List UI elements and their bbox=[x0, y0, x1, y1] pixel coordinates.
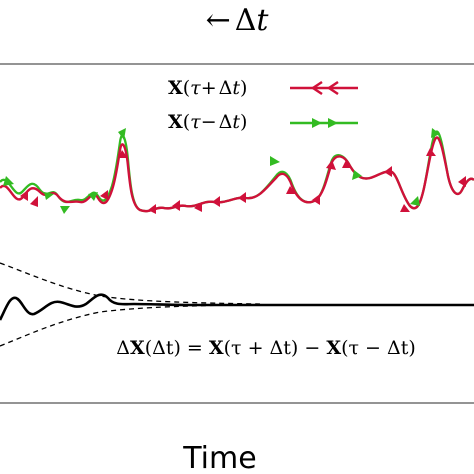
difference-equation: ΔX(Δt) = X(τ + Δt) − X(τ − Δt) bbox=[116, 337, 416, 359]
legend-forward-sign: + bbox=[201, 77, 217, 99]
left-arrow-glyph: ← bbox=[206, 3, 231, 38]
red-arrowhead bbox=[400, 204, 410, 212]
eq-term1-bold: X bbox=[209, 337, 224, 359]
green-arrowhead bbox=[352, 170, 362, 180]
backward-arrowheads bbox=[3, 128, 440, 214]
red-arrowhead bbox=[384, 166, 392, 177]
red-arrowhead bbox=[20, 190, 28, 201]
red-arrowhead bbox=[312, 194, 320, 205]
red-arrowhead bbox=[326, 160, 336, 170]
eq-term2-bold: X bbox=[326, 337, 341, 359]
red-arrowhead bbox=[100, 190, 108, 200]
red-arrowhead bbox=[238, 192, 246, 203]
legend-backward-open: ( bbox=[183, 111, 190, 133]
legend-forward-bold: X bbox=[168, 77, 183, 99]
legend-forward-arrow-2 bbox=[326, 80, 339, 96]
legend-backward-close: ) bbox=[240, 111, 247, 133]
red-arrowhead bbox=[342, 160, 352, 168]
legend-backward-arrow-1 bbox=[312, 118, 322, 128]
red-arrowhead bbox=[118, 150, 128, 158]
legend-backward-delta: Δ bbox=[219, 111, 233, 133]
red-arrowhead bbox=[194, 202, 202, 212]
legend-backward-sign: − bbox=[201, 111, 217, 133]
eq-term2-args: (τ − Δt) bbox=[341, 337, 416, 359]
green-arrowhead bbox=[118, 128, 126, 140]
eq-term1-args: (τ + Δt) − bbox=[224, 337, 327, 359]
legend: X(τ+ Δt) X(τ− Δt) bbox=[168, 77, 358, 133]
envelope-upper-dashed bbox=[0, 262, 261, 305]
legend-backward-arrow-2 bbox=[328, 118, 338, 128]
red-arrowhead bbox=[426, 148, 436, 156]
green-arrowhead bbox=[410, 196, 420, 206]
red-arrowhead bbox=[286, 186, 296, 194]
green-arrowhead bbox=[431, 128, 440, 138]
legend-forward-tau: τ bbox=[190, 77, 201, 99]
legend-backward-var: t bbox=[232, 111, 240, 133]
legend-forward-delta: Δ bbox=[219, 77, 233, 99]
green-arrowhead bbox=[60, 206, 70, 214]
green-arrowhead bbox=[3, 176, 14, 186]
lag-var: t bbox=[256, 3, 269, 38]
red-arrowhead bbox=[212, 196, 220, 207]
forward-arrowheads bbox=[20, 148, 466, 214]
legend-backward-bold: X bbox=[168, 111, 183, 133]
legend-forward-label: X(τ+ Δt) bbox=[168, 77, 247, 99]
eq-lhs-delta: Δ bbox=[116, 337, 130, 359]
legend-backward-tau: τ bbox=[190, 111, 201, 133]
red-arrowhead bbox=[172, 200, 180, 211]
time-series-plot bbox=[0, 128, 474, 214]
lag-direction-label: ← Δt bbox=[206, 3, 270, 38]
eq-lhs-bold: X bbox=[130, 337, 145, 359]
legend-forward-var: t bbox=[232, 77, 240, 99]
legend-backward-label: X(τ− Δt) bbox=[168, 111, 247, 133]
difference-trace bbox=[0, 293, 474, 321]
legend-forward-open: ( bbox=[183, 77, 190, 99]
legend-forward-arrow-1 bbox=[310, 80, 323, 96]
eq-lhs-args: (Δt) = bbox=[145, 337, 209, 359]
red-arrowhead bbox=[458, 176, 466, 187]
red-arrowhead bbox=[148, 204, 156, 214]
red-arrowhead bbox=[30, 196, 38, 207]
green-arrowhead bbox=[44, 192, 54, 200]
green-arrowhead bbox=[88, 192, 98, 201]
x-axis-label: Time bbox=[182, 441, 256, 474]
legend-forward-close: ) bbox=[240, 77, 247, 99]
lag-delta: Δ bbox=[235, 3, 257, 38]
green-arrowhead bbox=[270, 156, 280, 166]
